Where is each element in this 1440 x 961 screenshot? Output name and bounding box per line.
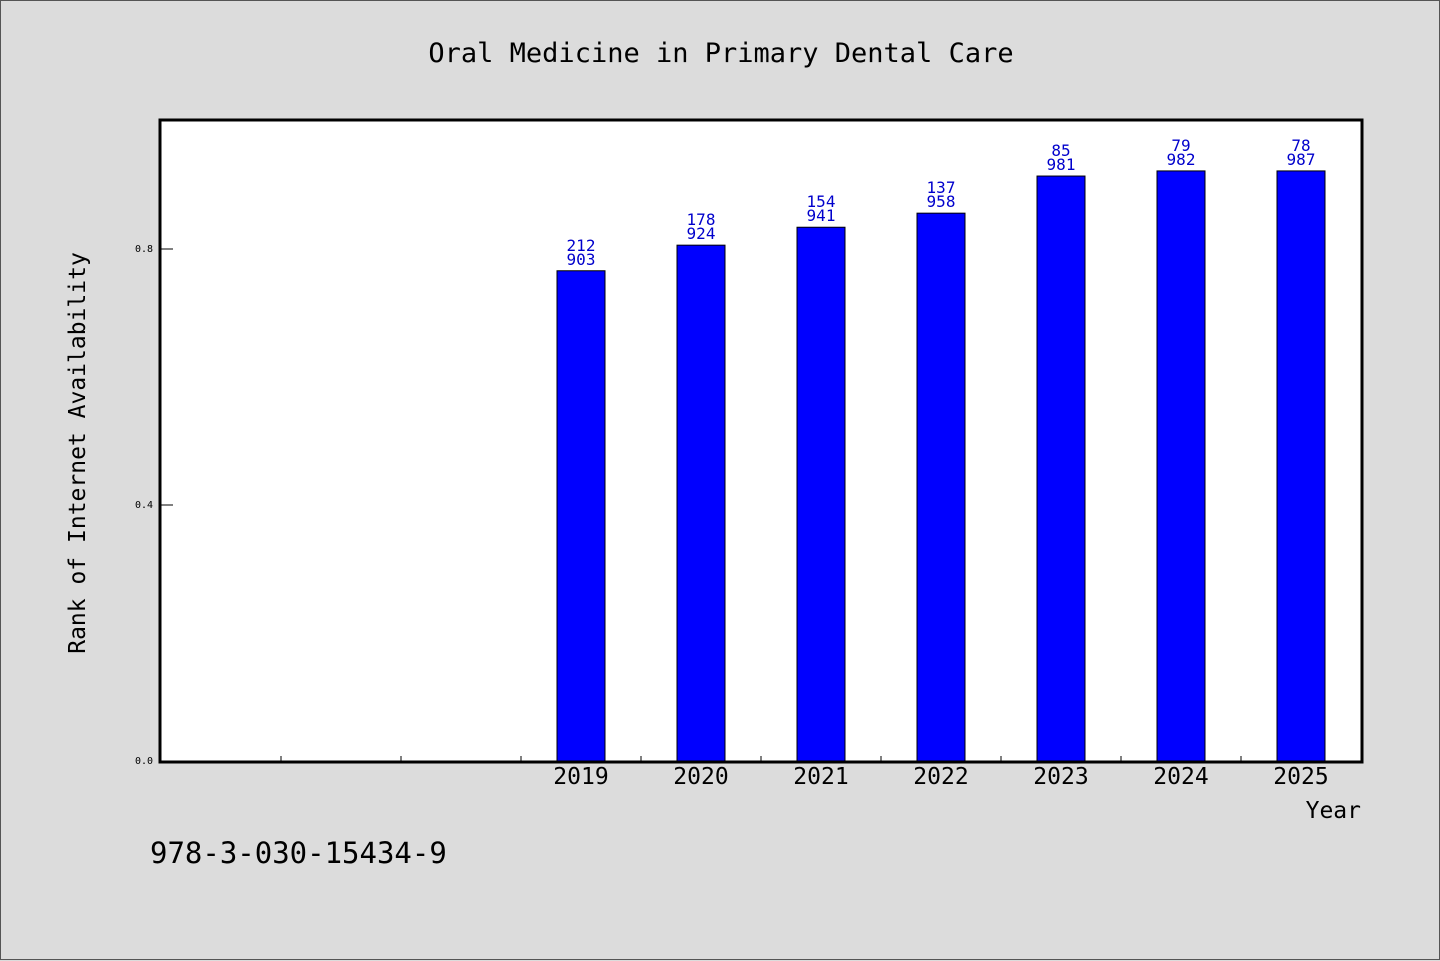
bar-label-value: 987 [1287,150,1316,169]
bar-label-rank: 212 [567,236,596,255]
chart-title: Oral Medicine in Primary Dental Care [428,38,1013,69]
bar-label-rank: 178 [687,210,716,229]
y-tick-label: 0.4 [135,500,153,511]
y-tick-label: 0.0 [135,756,153,767]
bar-label-value: 941 [807,206,836,225]
x-tick-label: 2023 [1033,764,1088,790]
x-tick-label: 2025 [1273,764,1328,790]
bar-label-rank: 85 [1051,141,1070,160]
bar [676,244,726,762]
x-tick-label: 2024 [1153,764,1208,790]
bar-label-rank: 78 [1291,136,1310,155]
bar [796,226,846,762]
y-tick-label: 0.8 [135,244,153,255]
y-axis-label: Rank of Internet Availability [65,252,91,654]
x-tick-label: 2019 [553,764,608,790]
x-tick-label: 2020 [673,764,728,790]
bar-label-value: 924 [687,224,716,243]
bar-label-rank: 79 [1171,136,1190,155]
x-ticks-group: 2019 2020 2021 2022 2023 2024 2025 [280,756,1329,790]
bar-label-rank: 137 [927,178,956,197]
bar [1276,170,1326,762]
bar-label-value: 958 [927,192,956,211]
y-ticks-group: 0.0 0.4 0.8 [135,244,173,767]
bar-label-value: 981 [1047,155,1076,174]
bar-label-rank: 154 [807,192,836,211]
bar [1036,175,1086,762]
bar [556,270,606,762]
x-tick-label: 2022 [913,764,968,790]
bar [916,212,966,762]
x-axis-label: Year [1306,798,1361,824]
bar-label-value: 982 [1167,150,1196,169]
x-tick-label: 2021 [793,764,848,790]
bar [1156,170,1206,762]
bar-label-value: 903 [567,250,596,269]
isbn-footnote: 978-3-030-15434-9 [150,836,447,870]
